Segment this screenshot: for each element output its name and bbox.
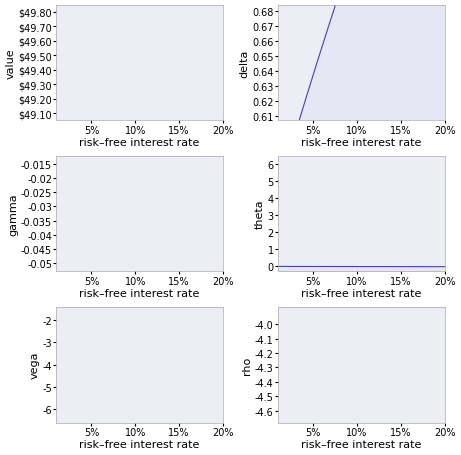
X-axis label: risk–free interest rate: risk–free interest rate [79,138,200,148]
Y-axis label: delta: delta [239,49,249,77]
X-axis label: risk–free interest rate: risk–free interest rate [79,289,200,299]
Y-axis label: theta: theta [254,199,265,229]
Y-axis label: gamma: gamma [8,193,18,235]
Y-axis label: vega: vega [30,351,40,379]
X-axis label: risk–free interest rate: risk–free interest rate [79,440,200,450]
X-axis label: risk–free interest rate: risk–free interest rate [301,440,421,450]
Y-axis label: value: value [6,48,16,79]
X-axis label: risk–free interest rate: risk–free interest rate [301,138,421,148]
X-axis label: risk–free interest rate: risk–free interest rate [301,289,421,299]
Y-axis label: rho: rho [242,356,252,374]
